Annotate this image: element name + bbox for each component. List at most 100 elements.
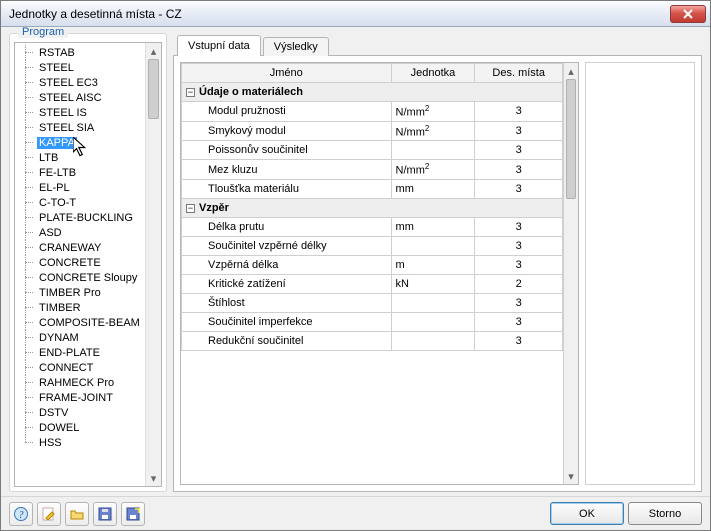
table-row[interactable]: Délka prutumm3 — [182, 217, 563, 236]
scroll-thumb[interactable] — [148, 59, 159, 119]
save-button[interactable] — [93, 502, 117, 526]
tree-label: KAPPA — [37, 137, 77, 149]
cell-unit[interactable]: mm — [391, 179, 475, 198]
tree-item[interactable]: FRAME-JOINT — [15, 390, 145, 405]
tree-item[interactable]: TIMBER Pro — [15, 285, 145, 300]
tree-item[interactable]: ASD — [15, 225, 145, 240]
tree-item[interactable]: STEEL AISC — [15, 90, 145, 105]
table-group-row[interactable]: −Vzpěr — [182, 198, 563, 217]
table-row[interactable]: Štíhlost3 — [182, 293, 563, 312]
tree-item[interactable]: STEEL SIA — [15, 120, 145, 135]
tree-item[interactable]: CONCRETE — [15, 255, 145, 270]
cell-dec[interactable]: 3 — [475, 255, 563, 274]
ok-button[interactable]: OK — [550, 502, 624, 525]
cell-unit[interactable]: kN — [391, 274, 475, 293]
cell-unit[interactable]: N/mm2 — [391, 160, 475, 180]
cell-unit[interactable] — [391, 293, 475, 312]
cell-name: Součinitel vzpěrné délky — [182, 236, 392, 255]
cell-dec[interactable]: 3 — [475, 179, 563, 198]
table-row[interactable]: Redukční součinitel3 — [182, 331, 563, 350]
tree-item[interactable]: LTB — [15, 150, 145, 165]
tree-item[interactable]: COMPOSITE-BEAM — [15, 315, 145, 330]
units-grid[interactable]: JménoJednotkaDes. místa−Údaje o materiál… — [180, 62, 563, 485]
cell-dec[interactable]: 3 — [475, 141, 563, 160]
tree-item[interactable]: CONNECT — [15, 360, 145, 375]
cell-dec[interactable]: 2 — [475, 274, 563, 293]
tree-item[interactable]: EL-PL — [15, 180, 145, 195]
tree-item[interactable]: TIMBER — [15, 300, 145, 315]
grid-scrollbar[interactable]: ▴ ▾ — [563, 62, 579, 485]
cancel-button[interactable]: Storno — [628, 502, 702, 525]
table-row[interactable]: Vzpěrná délkam3 — [182, 255, 563, 274]
tree-item[interactable]: DSTV — [15, 405, 145, 420]
cell-unit[interactable]: m — [391, 255, 475, 274]
title-bar[interactable]: Jednotky a desetinná místa - CZ — [1, 1, 710, 27]
cell-name: Součinitel imperfekce — [182, 312, 392, 331]
tree-scrollbar[interactable]: ▴ ▾ — [145, 43, 161, 486]
cell-unit[interactable] — [391, 331, 475, 350]
tree-item[interactable]: PLATE-BUCKLING — [15, 210, 145, 225]
help-icon: ? — [13, 506, 29, 522]
table-group-row[interactable]: −Údaje o materiálech — [182, 83, 563, 102]
grid-scroll-thumb[interactable] — [566, 79, 576, 199]
cell-dec[interactable]: 3 — [475, 236, 563, 255]
tree-item[interactable]: RAHMECK Pro — [15, 375, 145, 390]
scroll-down-icon[interactable]: ▾ — [146, 470, 161, 486]
tree-item[interactable]: STEEL — [15, 60, 145, 75]
tree-label: CONNECT — [37, 362, 95, 374]
cell-dec[interactable]: 3 — [475, 121, 563, 141]
table-row[interactable]: Modul pružnostiN/mm23 — [182, 102, 563, 122]
table-row[interactable]: Kritické zatíženíkN2 — [182, 274, 563, 293]
cell-dec[interactable]: 3 — [475, 217, 563, 236]
tree-connector — [19, 330, 37, 345]
col-unit[interactable]: Jednotka — [391, 64, 475, 83]
tree-item[interactable]: STEEL EC3 — [15, 75, 145, 90]
table-row[interactable]: Mez kluzuN/mm23 — [182, 160, 563, 180]
table-row[interactable]: Součinitel vzpěrné délky 3 — [182, 236, 563, 255]
edit-button[interactable] — [37, 502, 61, 526]
saveas-button[interactable] — [121, 502, 145, 526]
tab[interactable]: Výsledky — [263, 37, 329, 56]
folder-open-icon — [69, 506, 85, 522]
tree-connector — [19, 120, 37, 135]
cell-unit[interactable]: mm — [391, 217, 475, 236]
tree-item[interactable]: CRANEWAY — [15, 240, 145, 255]
close-button[interactable] — [670, 5, 706, 23]
tree-item[interactable]: HSS — [15, 435, 145, 450]
cell-dec[interactable]: 3 — [475, 293, 563, 312]
cell-dec[interactable]: 3 — [475, 102, 563, 122]
tree-item[interactable]: DYNAM — [15, 330, 145, 345]
cell-dec[interactable]: 3 — [475, 331, 563, 350]
open-button[interactable] — [65, 502, 89, 526]
tree-item[interactable]: RSTAB — [15, 45, 145, 60]
grid-scroll-up-icon[interactable]: ▴ — [564, 63, 578, 79]
tab[interactable]: Vstupní data — [177, 35, 261, 56]
cell-unit[interactable]: N/mm2 — [391, 102, 475, 122]
collapse-icon[interactable]: − — [186, 204, 195, 213]
tree-item[interactable]: CONCRETE Sloupy — [15, 270, 145, 285]
tree-item[interactable]: END-PLATE — [15, 345, 145, 360]
table-row[interactable]: Smykový modulN/mm23 — [182, 121, 563, 141]
collapse-icon[interactable]: − — [186, 88, 195, 97]
col-name[interactable]: Jméno — [182, 64, 392, 83]
scroll-up-icon[interactable]: ▴ — [146, 43, 161, 59]
grid-scroll-down-icon[interactable]: ▾ — [564, 468, 578, 484]
cell-unit[interactable] — [391, 236, 475, 255]
tree-item[interactable]: DOWEL — [15, 420, 145, 435]
tree-item[interactable]: C-TO-T — [15, 195, 145, 210]
program-tree[interactable]: RSTABSTEELSTEEL EC3STEEL AISCSTEEL ISSTE… — [15, 43, 145, 486]
table-row[interactable]: Tloušťka materiálumm3 — [182, 179, 563, 198]
table-row[interactable]: Součinitel imperfekce 3 — [182, 312, 563, 331]
help-button[interactable]: ? — [9, 502, 33, 526]
tree-item[interactable]: STEEL IS — [15, 105, 145, 120]
cell-dec[interactable]: 3 — [475, 160, 563, 180]
table-row[interactable]: Poissonův součinitel3 — [182, 141, 563, 160]
cell-unit[interactable]: N/mm2 — [391, 121, 475, 141]
cell-unit[interactable] — [391, 312, 475, 331]
cell-unit[interactable] — [391, 141, 475, 160]
tree-item[interactable]: KAPPA — [15, 135, 145, 150]
save-as-icon — [125, 506, 141, 522]
col-dec[interactable]: Des. místa — [475, 64, 563, 83]
cell-dec[interactable]: 3 — [475, 312, 563, 331]
tree-item[interactable]: FE-LTB — [15, 165, 145, 180]
